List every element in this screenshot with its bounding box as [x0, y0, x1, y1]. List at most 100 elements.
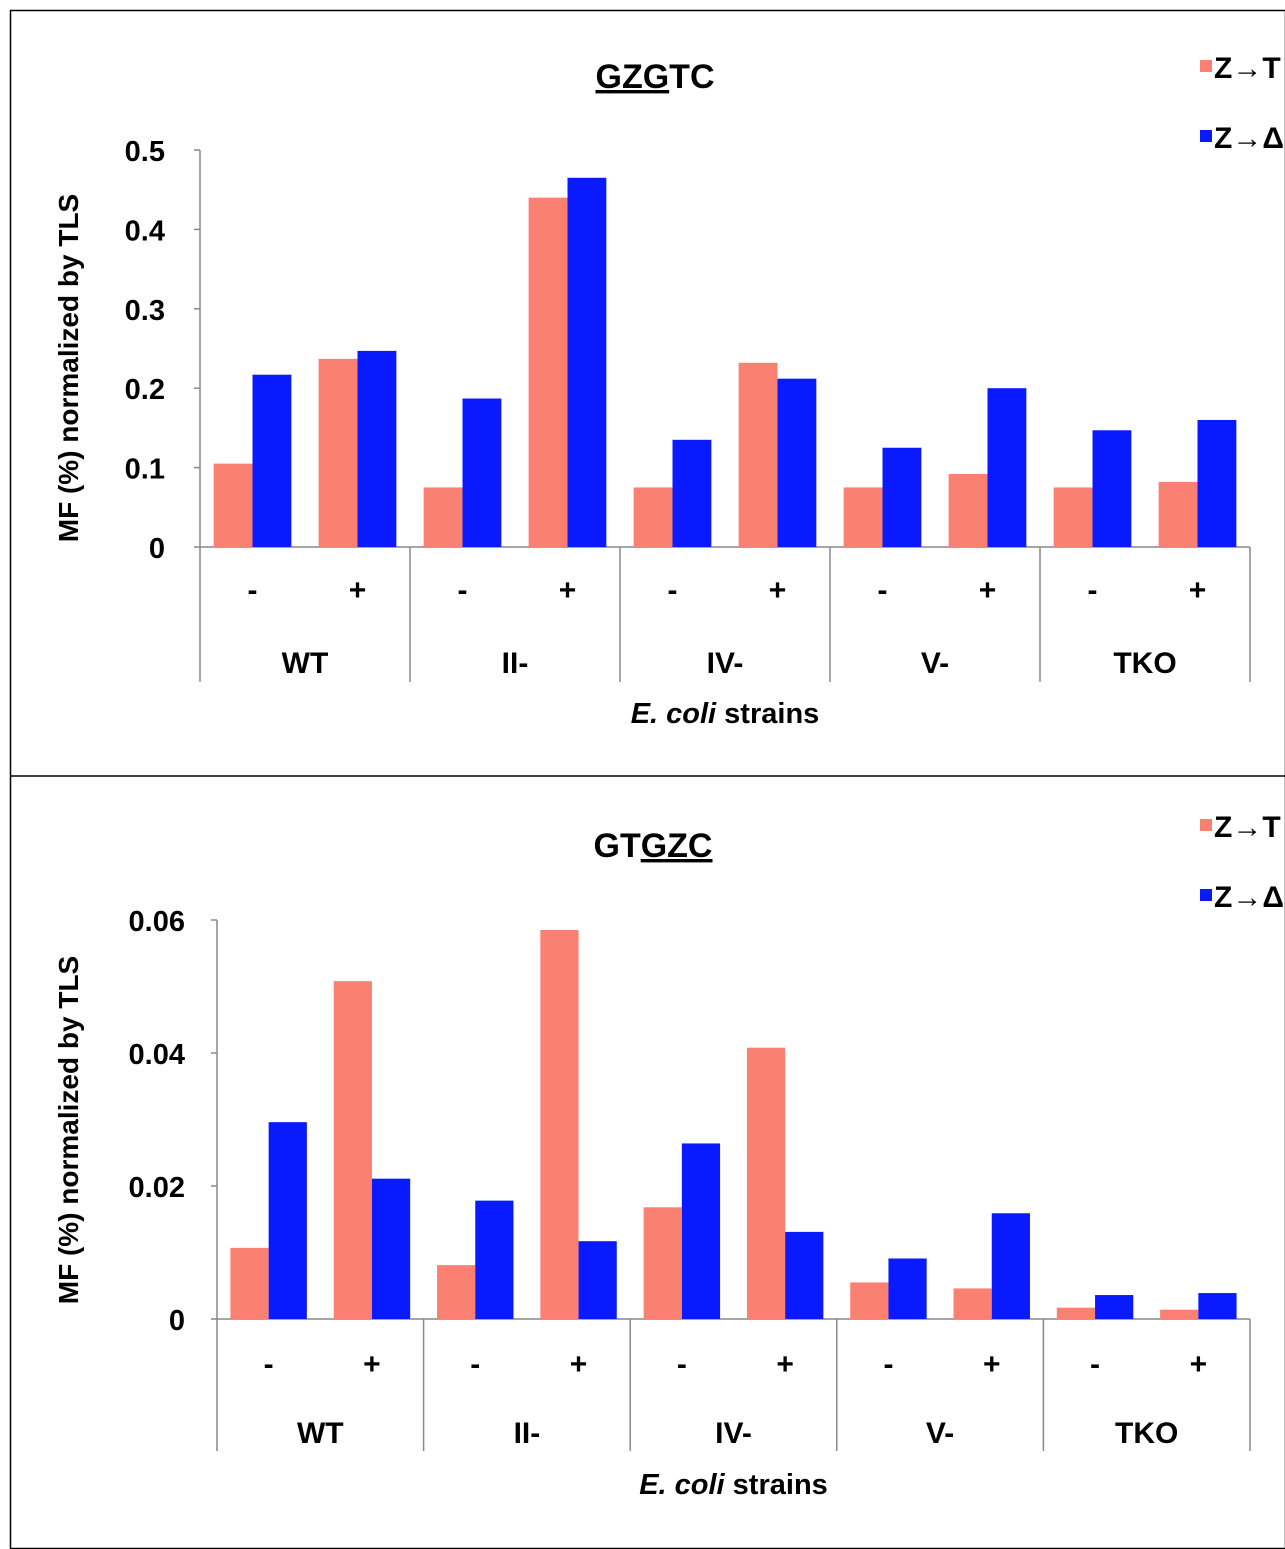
group-label: WT: [282, 647, 329, 680]
x-tick-label: +: [559, 574, 577, 607]
y-tick-label: 0.3: [125, 295, 165, 327]
bar-z-to-delta-0: [268, 1122, 307, 1319]
legend-label: Z→T: [1214, 811, 1281, 844]
x-tick-label: +: [1190, 1348, 1208, 1381]
bar-z-to-t-6: [850, 1282, 889, 1319]
bar-z-to-t-8: [1053, 487, 1093, 547]
chart-panel-gtgzc: GTGZC 0 0.02 0.04 0.06 MF (%) normalized by T…: [53, 811, 1284, 1501]
legend-label: Z→Δ: [1214, 122, 1284, 155]
x-axis-title-rest: strains: [716, 698, 819, 730]
bar-z-to-t-7: [948, 473, 988, 547]
y-tick-label: 0.2: [125, 374, 165, 406]
bar-z-to-t-2: [423, 487, 463, 547]
x-tick-label: +: [349, 574, 367, 607]
x-tick-label: -: [1088, 574, 1098, 607]
bar-z-to-t-9: [1160, 1309, 1199, 1319]
x-axis-title: E. coli strains: [639, 1469, 828, 1501]
bar-z-to-delta-4: [672, 439, 712, 547]
bar-z-to-delta-1: [357, 350, 397, 547]
x-tick-label: -: [677, 1348, 687, 1381]
x-tick-label: +: [1189, 574, 1207, 607]
x-axis-title: E. coli strains: [631, 698, 820, 730]
bar-z-to-delta-2: [462, 398, 502, 547]
y-tick-label: 0.02: [129, 1172, 185, 1204]
bar-z-to-delta-7: [987, 388, 1027, 547]
bar-z-to-delta-3: [578, 1241, 617, 1319]
bar-z-to-t-1: [318, 358, 358, 547]
legend-swatch: [1200, 889, 1212, 901]
x-tick-label: -: [248, 574, 258, 607]
y-tick-label: 0.06: [129, 906, 185, 938]
x-tick-label: -: [883, 1348, 893, 1381]
x-axis-title-italic: E. coli: [639, 1469, 725, 1501]
x-tick-label: -: [1090, 1348, 1100, 1381]
x-axis-title-italic: E. coli: [631, 698, 717, 730]
chart-panel-gzgtc: GZGTC 0 0.1 0.2 0.3 0.4 0.5 MF (%) normalized b…: [53, 52, 1284, 730]
bar-z-to-t-6: [843, 487, 883, 547]
chart-title-part: GZG: [596, 58, 670, 96]
x-tick-label: +: [570, 1348, 588, 1381]
legend-label: Z→T: [1214, 52, 1281, 85]
x-tick-label: +: [979, 574, 997, 607]
bar-z-to-delta-0: [252, 374, 292, 547]
bar-z-to-delta-9: [1198, 1293, 1237, 1319]
chart-title: GTGZC: [594, 827, 713, 865]
bar-z-to-delta-1: [371, 1178, 411, 1319]
group-label: II-: [502, 647, 529, 680]
y-axis-title: MF (%) normalized by TLS: [53, 194, 84, 542]
y-tick-label: 0: [169, 1305, 185, 1337]
group-label: V-: [926, 1417, 954, 1450]
x-axis-title-rest: strains: [725, 1469, 828, 1501]
x-tick-label: +: [983, 1348, 1001, 1381]
group-label: II-: [514, 1417, 541, 1450]
bar-z-to-t-5: [738, 362, 778, 547]
y-axis-title: MF (%) normalized by TLS: [53, 956, 84, 1304]
bar-z-to-t-8: [1056, 1307, 1096, 1319]
bar-z-to-delta-5: [785, 1231, 824, 1319]
bar-z-to-delta-4: [681, 1143, 721, 1319]
x-tick-label: -: [470, 1348, 480, 1381]
group-label: V-: [921, 647, 949, 680]
group-label: IV-: [715, 1417, 752, 1450]
x-tick-label: -: [878, 574, 888, 607]
chart-title-part: GZC: [641, 827, 713, 865]
bar-z-to-t-5: [746, 1047, 786, 1319]
bar-z-to-t-2: [437, 1265, 476, 1319]
bar-z-to-t-3: [528, 197, 568, 547]
x-tick-label: +: [769, 574, 787, 607]
bar-z-to-delta-2: [475, 1200, 514, 1319]
bar-z-to-delta-5: [777, 378, 817, 547]
legend-swatch: [1200, 819, 1212, 831]
x-tick-label: -: [458, 574, 468, 607]
group-label: IV-: [707, 647, 744, 680]
y-tick-label: 0.04: [129, 1039, 185, 1071]
bar-z-to-t-4: [633, 487, 673, 547]
legend-swatch: [1200, 130, 1212, 142]
legend-label: Z→Δ: [1214, 881, 1284, 914]
bar-z-to-delta-9: [1197, 419, 1237, 547]
bar-z-to-t-0: [230, 1247, 269, 1319]
bar-z-to-delta-8: [1095, 1295, 1134, 1319]
chart-title-part: TC: [669, 58, 714, 96]
chart-title: GZGTC: [596, 58, 715, 96]
group-label: WT: [297, 1417, 344, 1450]
y-tick-label: 0.5: [125, 136, 165, 168]
bar-z-to-delta-8: [1092, 430, 1132, 547]
chart-title-part: GT: [594, 827, 641, 865]
bar-z-to-delta-6: [882, 447, 922, 547]
x-tick-label: -: [264, 1348, 274, 1381]
bar-z-to-t-3: [540, 929, 579, 1319]
bar-z-to-delta-3: [567, 177, 607, 548]
legend-swatch: [1200, 60, 1212, 72]
bar-z-to-t-0: [213, 463, 253, 547]
group-label: TKO: [1113, 647, 1176, 680]
y-tick-label: 0: [149, 533, 165, 565]
bar-z-to-t-4: [643, 1207, 682, 1319]
bar-z-to-delta-7: [991, 1213, 1030, 1319]
bar-z-to-t-7: [953, 1288, 992, 1319]
bar-z-to-delta-6: [888, 1258, 927, 1319]
group-label: TKO: [1115, 1417, 1178, 1450]
x-tick-label: +: [776, 1348, 794, 1381]
bar-z-to-t-1: [333, 981, 372, 1319]
